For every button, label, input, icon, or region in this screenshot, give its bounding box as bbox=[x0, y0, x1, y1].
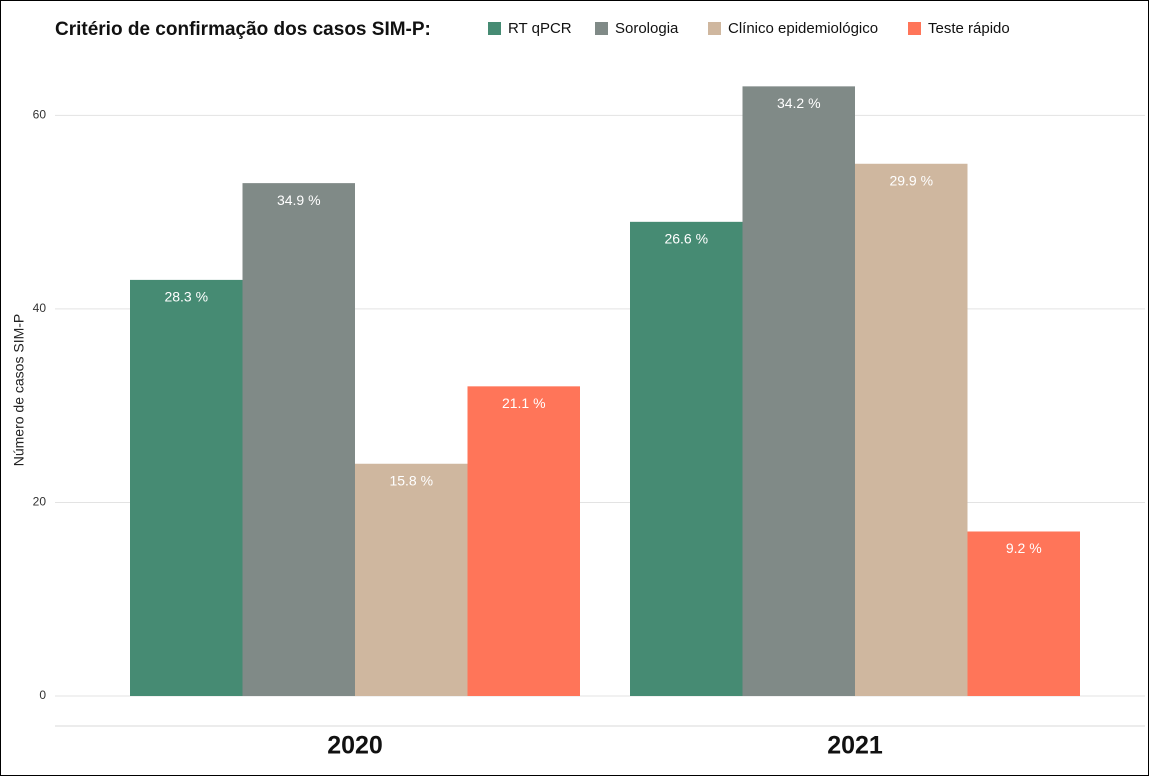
x-tick-label: 2020 bbox=[327, 732, 383, 760]
bar bbox=[630, 221, 743, 697]
x-tick-label: 2021 bbox=[827, 732, 883, 760]
value-label: 34.2 % bbox=[777, 95, 821, 111]
legend-label: RT qPCR bbox=[508, 20, 572, 37]
bar bbox=[355, 463, 468, 696]
y-tick-label: 60 bbox=[33, 108, 47, 122]
value-label: 21.1 % bbox=[502, 395, 546, 411]
chart-title: Critério de confirmação dos casos SIM-P: bbox=[55, 19, 431, 40]
y-tick-label: 0 bbox=[39, 688, 46, 702]
legend-label: Teste rápido bbox=[928, 20, 1010, 37]
value-label: 9.2 % bbox=[1006, 540, 1042, 556]
legend-label: Sorologia bbox=[615, 20, 679, 37]
legend-swatch bbox=[908, 22, 921, 35]
y-tick-label: 20 bbox=[33, 495, 47, 509]
y-axis-title: Número de casos SIM-P bbox=[11, 314, 27, 467]
bar bbox=[130, 279, 243, 696]
value-label: 15.8 % bbox=[389, 472, 433, 488]
legend-swatch bbox=[595, 22, 608, 35]
bar bbox=[855, 163, 968, 696]
bar bbox=[242, 183, 355, 697]
value-label: 28.3 % bbox=[164, 289, 208, 305]
legend-label: Clínico epidemiológico bbox=[728, 20, 878, 37]
y-tick-label: 40 bbox=[33, 301, 47, 315]
value-label: 34.9 % bbox=[277, 192, 321, 208]
bar bbox=[967, 531, 1080, 696]
bar bbox=[467, 386, 580, 696]
value-label: 26.6 % bbox=[664, 231, 708, 247]
bar bbox=[742, 86, 855, 697]
legend-swatch bbox=[488, 22, 501, 35]
value-label: 29.9 % bbox=[889, 172, 933, 188]
legend-swatch bbox=[708, 22, 721, 35]
